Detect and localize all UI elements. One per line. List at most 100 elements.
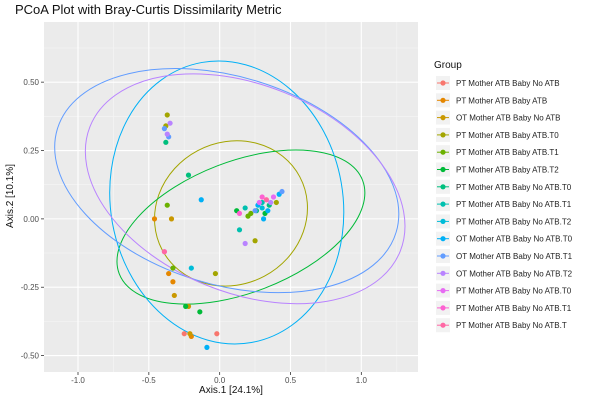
legend-label: PT Mother ATB Baby No ATB.T0 — [456, 183, 572, 192]
legend-item: PT Mother ATB Baby ATB.T0 — [436, 127, 559, 142]
legend-item: PT Mother ATB Baby No ATB.T2 — [436, 214, 572, 229]
data-point — [171, 292, 177, 299]
legend-key-point — [440, 270, 446, 276]
legend-label: OT Mother ATB Baby No ATB.T2 — [456, 269, 573, 278]
legend-label: PT Mother ATB Baby ATB.T1 — [456, 148, 559, 157]
x-tick-label: 0.5 — [285, 376, 297, 385]
x-tick-label: 0.0 — [214, 376, 226, 385]
data-point — [252, 238, 258, 244]
legend-item: PT Mother ATB Baby ATB.T2 — [436, 162, 559, 177]
legend-key-point — [440, 132, 446, 138]
confidence-ellipse — [116, 149, 366, 305]
y-tick-label: 0.00 — [23, 215, 39, 224]
legend-label: PT Mother ATB Baby No ATB — [456, 79, 560, 88]
data-point — [204, 344, 210, 350]
data-point — [164, 131, 170, 137]
legend-key-point — [440, 201, 446, 207]
data-point — [259, 205, 265, 211]
legend-key-point — [440, 305, 446, 311]
data-point — [168, 216, 175, 222]
legend-label: PT Mother ATB Baby No ATB.T1 — [456, 304, 572, 313]
data-point — [236, 227, 243, 233]
data-point — [170, 265, 176, 271]
legend-item: PT Mother ATB Baby No ATB.T1 — [436, 197, 572, 212]
legend-title: Group — [434, 60, 462, 71]
data-point — [279, 188, 285, 195]
data-point — [248, 210, 254, 217]
data-point — [166, 270, 172, 277]
legend-key-point — [440, 322, 446, 328]
data-point — [198, 197, 204, 203]
legend: PT Mother ATB Baby No ATB PT Mother ATB B… — [436, 76, 573, 333]
legend-key-point — [440, 288, 446, 294]
legend-item: OT Mother ATB Baby No ATB.T1 — [436, 249, 573, 263]
data-points — [151, 112, 285, 350]
x-tick-label: -1.0 — [71, 376, 85, 385]
legend-key-point — [440, 166, 446, 173]
data-point — [183, 303, 189, 309]
legend-item: PT Mother ATB Baby ATB — [436, 93, 547, 108]
confidence-ellipses — [54, 60, 406, 345]
data-point — [181, 331, 187, 337]
data-point — [214, 331, 220, 337]
legend-key-point — [440, 236, 446, 242]
confidence-ellipse — [154, 140, 308, 287]
data-point — [265, 208, 271, 214]
y-tick-label: 0.50 — [23, 78, 39, 87]
legend-label: PT Mother ATB Baby No ATB.T2 — [456, 217, 572, 226]
y-tick-label: 0.25 — [23, 147, 39, 156]
legend-item: OT Mother ATB Baby No ATB.T2 — [436, 266, 573, 281]
legend-label: OT Mother ATB Baby No ATB — [456, 114, 560, 123]
confidence-ellipse — [109, 60, 345, 345]
legend-item: OT Mother ATB Baby No ATB — [436, 110, 560, 125]
data-point — [252, 208, 258, 214]
data-point — [167, 120, 173, 126]
data-point — [268, 199, 274, 206]
data-point — [242, 205, 248, 211]
data-point — [185, 172, 192, 178]
data-point — [151, 216, 158, 222]
legend-item: PT Mother ATB Baby No ATB.T0 — [436, 283, 572, 298]
legend-key-point — [440, 184, 446, 190]
confidence-ellipse — [84, 73, 406, 305]
data-point — [270, 194, 277, 200]
legend-item: PT Mother ATB Baby No ATB.T — [436, 318, 567, 333]
data-point — [197, 309, 203, 315]
data-point — [187, 331, 193, 337]
legend-key-point — [440, 218, 446, 224]
data-point — [212, 270, 219, 277]
x-axis-ticks: -1.0 -0.5 0.0 0.5 1.0 — [71, 372, 367, 385]
legend-key-point — [440, 149, 446, 155]
legend-key-point — [440, 80, 446, 86]
legend-key-point — [440, 253, 446, 259]
y-axis-ticks: -0.50 -0.25 0.00 0.25 0.50 — [21, 78, 44, 361]
chart-title: PCoA Plot with Bray-Curtis Dissimilarity… — [15, 2, 282, 17]
legend-label: PT Mother ATB Baby ATB.T2 — [456, 166, 559, 175]
legend-item: PT Mother ATB Baby No ATB — [436, 76, 560, 90]
data-point — [242, 240, 248, 247]
data-point — [260, 216, 267, 222]
legend-item: OT Mother ATB Baby No ATB.T0 — [436, 231, 573, 246]
x-axis-title: Axis.1 [24.1%] — [199, 385, 263, 396]
major-gridlines — [44, 22, 418, 372]
data-point — [263, 197, 270, 203]
data-point — [188, 265, 194, 271]
legend-label: PT Mother ATB Baby No ATB.T1 — [456, 200, 572, 209]
x-tick-label: -0.5 — [142, 376, 156, 385]
data-point — [236, 210, 243, 217]
legend-label: OT Mother ATB Baby No ATB.T1 — [456, 252, 573, 261]
y-axis-title: Axis.2 [10.1%] — [5, 164, 16, 228]
data-point — [164, 202, 170, 208]
data-point — [273, 199, 279, 206]
data-point — [170, 279, 176, 285]
data-point — [163, 139, 169, 145]
data-point — [259, 194, 265, 200]
legend-item: PT Mother ATB Baby No ATB.T1 — [436, 300, 572, 315]
legend-label: PT Mother ATB Baby ATB — [456, 96, 547, 105]
legend-item: PT Mother ATB Baby ATB.T1 — [436, 145, 559, 160]
confidence-ellipse — [54, 68, 400, 294]
data-point — [164, 112, 170, 118]
data-point — [256, 199, 262, 206]
data-point — [161, 126, 168, 132]
